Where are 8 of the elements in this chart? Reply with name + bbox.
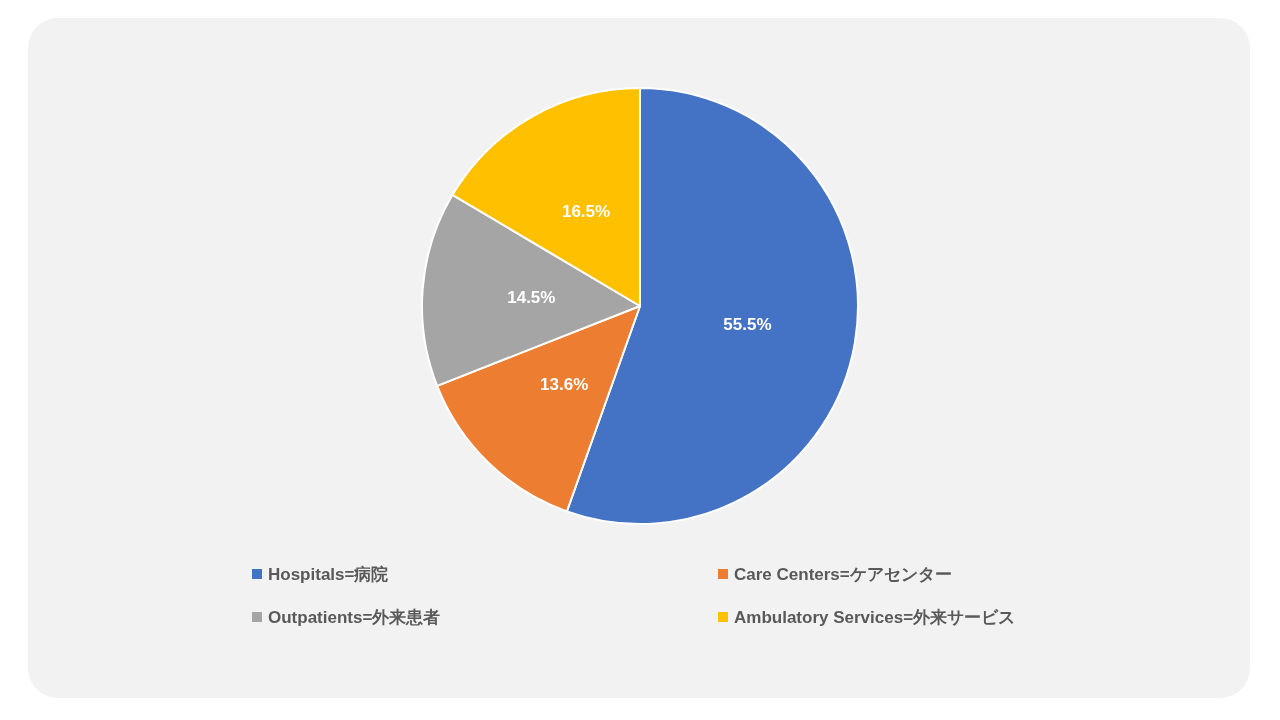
data-label: 16.5% — [561, 201, 611, 221]
legend-label: Outpatients=外来患者 — [268, 607, 441, 627]
data-label: 55.5% — [723, 315, 772, 335]
legend-label: Ambulatory Services=外来サービス — [734, 607, 1016, 627]
data-label: 14.5% — [507, 287, 556, 307]
legend-label: Care Centers=ケアセンター — [734, 564, 952, 584]
data-label: 13.6% — [540, 374, 589, 394]
legend-label: Hospitals=病院 — [268, 564, 389, 584]
